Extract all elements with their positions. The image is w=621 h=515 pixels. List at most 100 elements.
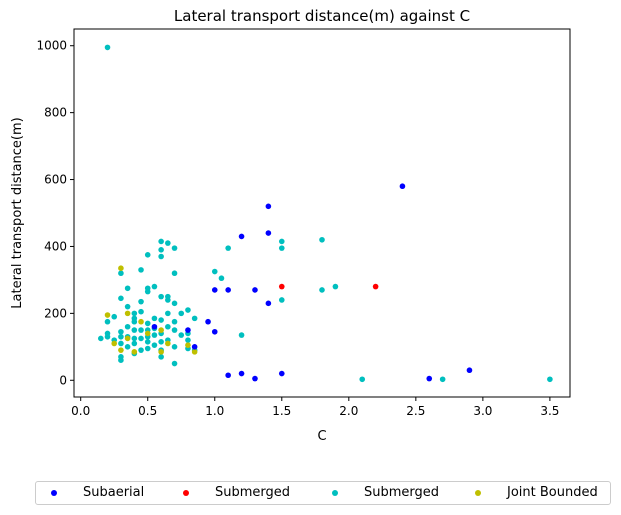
data-point [104,330,111,337]
x-tick-label: 3.5 [540,404,559,418]
data-point [144,330,151,337]
data-point [165,310,171,317]
data-point [144,285,151,292]
data-point [252,375,258,382]
data-point [211,268,218,275]
legend-item-submerged-red: Submerged [183,485,290,500]
data-point [466,367,473,374]
data-point [165,240,171,246]
data-point [158,317,164,323]
legend-marker-icon [475,489,481,496]
data-point [185,327,191,333]
data-point [118,295,124,302]
data-point [118,347,124,353]
chart-legend: Subaerial Submerged Submerged Joint Boun… [35,481,611,505]
data-point [399,183,406,190]
data-point [191,315,198,322]
data-point [158,339,164,345]
x-tick-label: 1.0 [205,404,224,418]
data-point [131,340,138,347]
legend-marker-icon [183,489,189,496]
data-point [211,287,218,293]
data-point [144,320,151,327]
data-point [118,328,124,335]
data-point [319,287,325,293]
data-point [151,332,158,338]
data-point [278,238,285,245]
x-axis-label: C [317,429,326,444]
data-point [165,293,171,300]
legend-item-joint-bounded: Joint Bounded [475,485,598,500]
data-point [158,247,164,253]
data-point [265,203,272,210]
data-point [144,345,151,352]
data-point [151,315,158,322]
data-point [118,340,124,347]
data-point [171,344,178,350]
data-point [319,236,325,243]
data-point [138,308,144,315]
data-point [131,315,138,322]
y-axis-ticks: 0 200 400 600 800 1000 [36,39,74,387]
x-axis-ticks: 0.0 0.5 1.0 1.5 2.0 2.5 3.0 3.5 [71,397,559,418]
y-axis-label: Lateral transport distance(m) [10,117,25,308]
data-point [131,310,138,317]
data-point [118,270,124,277]
data-point [171,245,178,251]
y-tick-label: 800 [44,106,67,120]
y-tick-label: 0 [59,373,67,387]
legend-item-subaerial: Subaerial [51,485,144,500]
y-tick-label: 200 [44,306,67,320]
data-point [118,265,124,272]
x-tick-label: 0.0 [71,404,90,418]
data-point [205,318,211,325]
data-point [218,275,225,282]
data-point [278,245,285,251]
data-point [158,253,164,260]
data-point [158,293,164,300]
data-point [171,327,178,333]
data-point [165,340,171,347]
data-point [225,245,231,251]
x-tick-label: 2.5 [406,404,425,418]
legend-label: Submerged [215,485,291,500]
data-point [158,327,164,333]
data-point [151,283,158,290]
data-point [138,318,144,325]
x-tick-label: 1.5 [272,404,291,418]
data-point [104,44,111,51]
legend-marker-icon [332,489,338,496]
y-tick-label: 400 [44,239,67,253]
data-point [359,376,366,383]
data-point [104,312,111,318]
data-point [158,349,164,355]
legend-marker-icon [51,489,57,496]
data-point [124,323,131,330]
data-point [372,283,379,290]
data-point [124,310,131,317]
data-point [439,376,446,383]
data-point [151,342,158,348]
x-tick-label: 3.0 [473,404,492,418]
data-point [144,339,151,345]
data-point [151,323,158,330]
y-tick-label: 1000 [36,39,67,53]
data-point [138,327,144,333]
data-point [278,283,285,290]
data-point [185,307,191,313]
data-point [118,354,124,360]
y-tick-label: 600 [44,173,67,187]
data-point [104,318,111,325]
data-point [171,270,178,277]
data-point [426,375,433,382]
legend-item-submerged-cyan: Submerged [332,485,439,500]
data-point [138,298,144,305]
data-point [211,328,218,335]
data-point [111,340,118,347]
data-point [131,327,138,333]
data-point [171,318,178,325]
data-point [191,344,198,350]
data-point [158,238,164,245]
legend-label: Joint Bounded [507,485,598,500]
data-point [98,335,104,342]
